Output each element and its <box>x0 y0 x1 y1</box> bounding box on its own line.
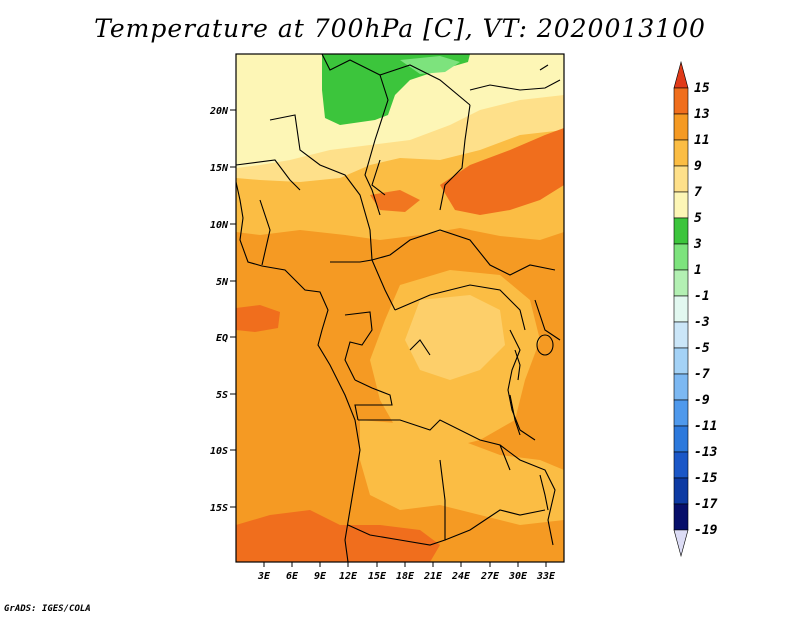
colorbar-level-label: -19 <box>694 523 718 538</box>
colorbar-swatch <box>673 295 689 323</box>
colorbar-swatch <box>673 191 689 219</box>
border-mali <box>236 159 301 191</box>
border-uganda <box>534 299 561 341</box>
colorbar: 15 13 11 9 7 5 3 1 -1 -3 -5 -7 -9 -11 -13 -15 -17 -19 <box>673 60 718 558</box>
border-angola-namibia <box>347 459 446 546</box>
border-car-north <box>371 229 556 276</box>
lake-albert <box>514 349 521 381</box>
border-angola-north <box>354 379 393 421</box>
lat-label: EQ <box>216 333 228 344</box>
colorbar-swatch <box>673 503 689 531</box>
lon-label: 9E <box>314 571 327 582</box>
border-chad-sudan <box>439 104 471 211</box>
colorbar-swatch <box>673 243 689 271</box>
colorbar-level-label: -11 <box>694 419 717 434</box>
colorbar-level-label: -13 <box>694 445 718 460</box>
lat-label: 5N <box>216 277 229 288</box>
border-drc-east <box>507 329 536 441</box>
colorbar-swatch <box>673 269 689 297</box>
lake-tanganyika <box>509 394 521 436</box>
colorbar-swatch <box>673 373 689 401</box>
boundaries <box>236 54 561 562</box>
colorbar-swatch <box>673 425 689 453</box>
colorbar-swatch <box>673 217 689 245</box>
coastline-sinai <box>539 64 549 71</box>
field-band-7-9-south <box>360 420 564 525</box>
border-malawi-moz <box>499 444 556 546</box>
colorbar-level-label: 9 <box>694 159 702 174</box>
colorbar-swatch <box>673 451 689 479</box>
colorbar-level-label: -5 <box>694 341 710 356</box>
colorbar-swatch <box>673 399 689 427</box>
colorbar-level-label: -3 <box>694 315 710 330</box>
river-congo <box>409 339 431 356</box>
colorbar-level-label: -15 <box>694 471 718 486</box>
border-cameroon <box>330 259 396 311</box>
lon-label: 15E <box>368 571 387 582</box>
coastline-north <box>469 79 561 91</box>
lon-label: 12E <box>339 571 358 582</box>
colorbar-swatch <box>673 477 689 505</box>
colorbar-level-label: -17 <box>694 497 718 512</box>
field-band-11-13-gulf <box>236 305 280 332</box>
colorbar-swatch <box>673 321 689 349</box>
colorbar-swatch <box>673 60 689 89</box>
lon-label: 3E <box>257 571 271 582</box>
lon-label: 33E <box>536 571 556 582</box>
lat-label: 15N <box>210 163 229 174</box>
colorbar-swatch <box>673 87 689 115</box>
lat-labels: 20N 15N 10N 5N EQ 5S 10S 15S <box>209 106 229 514</box>
field-band-7-9-inner <box>405 295 505 380</box>
field-band-11-13-southwest <box>236 510 440 562</box>
lon-ticks <box>263 562 547 567</box>
colorbar-level-label: -9 <box>694 393 710 408</box>
lake-malawi <box>539 474 549 511</box>
lat-label: 5S <box>216 390 228 401</box>
field-band-11-13-sudan <box>440 128 564 215</box>
lon-labels: 3E 6E 9E 12E 15E 18E 21E 24E 27E 30E 33E <box>257 571 556 582</box>
grads-credit: GrADS: IGES/COLA <box>4 604 91 614</box>
colorbar-level-label: 1 <box>694 263 702 278</box>
colorbar-level-label: -7 <box>694 367 710 382</box>
border-niger-chad <box>364 74 389 216</box>
colorbar-level-label: 7 <box>694 185 702 200</box>
lat-label: 20N <box>209 106 229 117</box>
colorbar-swatch <box>673 165 689 193</box>
coastline-west <box>236 181 361 562</box>
colorbar-level-label: 13 <box>694 107 710 122</box>
lon-label: 30E <box>508 571 528 582</box>
colorbar-level-label: 15 <box>694 81 710 96</box>
colorbar-level-label: 5 <box>694 211 702 226</box>
border-niger-nigeria <box>269 114 373 261</box>
lon-label: 6E <box>286 571 299 582</box>
lon-label: 21E <box>423 571 443 582</box>
map-title: Temperature at 700hPa [C], VT: 202001310… <box>94 14 706 43</box>
field-band-11-13-chad <box>370 190 420 212</box>
map-frame <box>235 53 565 563</box>
colorbar-level-label: 11 <box>694 133 710 148</box>
lon-label: 27E <box>480 571 500 582</box>
lon-label: 24E <box>451 571 471 582</box>
border-benin <box>259 199 271 266</box>
lat-label: 10S <box>210 446 228 457</box>
lake-chad <box>371 159 386 196</box>
colorbar-level-label: 3 <box>693 237 702 252</box>
border-gabon <box>344 311 373 381</box>
colorbar-swatch <box>673 347 689 375</box>
colorbar-swatch <box>673 139 689 167</box>
field-band-cold-spot <box>400 56 460 74</box>
lat-ticks <box>230 109 236 508</box>
lat-label: 15S <box>210 503 228 514</box>
colorbar-level-label: -1 <box>694 289 710 304</box>
lat-label: 10N <box>210 220 229 231</box>
colorbar-swatch <box>673 529 689 558</box>
field-band-3-5 <box>236 54 564 168</box>
border-zambia-zim <box>444 509 546 541</box>
colorbar-swatch <box>673 113 689 141</box>
border-congo-north <box>394 284 526 331</box>
lon-label: 18E <box>396 571 415 582</box>
lake-victoria <box>536 334 554 356</box>
